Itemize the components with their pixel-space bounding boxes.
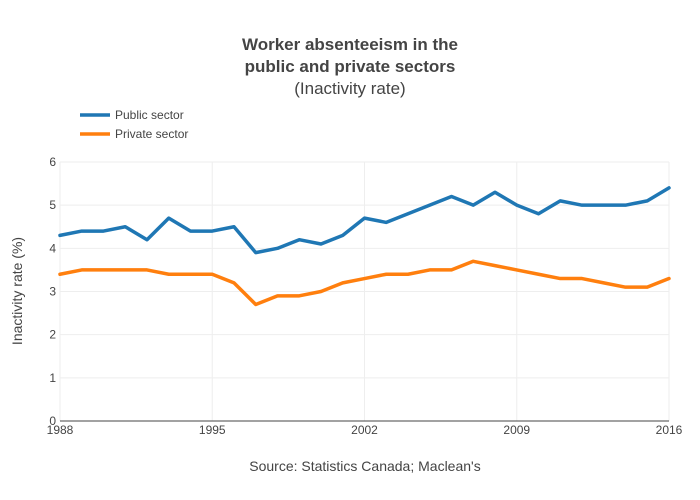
source-note: Source: Statistics Canada; Maclean's	[249, 458, 480, 474]
y-tick-labels: 0 1 2 3 4 5 6	[49, 155, 56, 428]
series-line-public	[58, 186, 671, 255]
x-tick-label: 1995	[199, 423, 226, 437]
y-axis-label: Inactivity rate (%)	[9, 237, 25, 345]
y-tick-label: 3	[49, 285, 56, 299]
x-tick-label: 2002	[351, 423, 378, 437]
chart-title-line-2: public and private sectors	[245, 57, 456, 76]
x-tick-label: 2009	[503, 423, 530, 437]
x-tick-label: 1988	[47, 423, 74, 437]
chart-title-line-1: Worker absenteeism in the	[242, 35, 458, 54]
x-tick-labels: 1988 1995 2002 2009 2016	[47, 423, 683, 437]
y-tick-label: 6	[49, 155, 56, 169]
grid	[59, 161, 670, 421]
legend: Public sector Private sector	[80, 108, 188, 141]
x-tick-label: 2016	[656, 423, 683, 437]
series-lines	[58, 186, 671, 307]
y-tick-label: 4	[49, 241, 56, 255]
y-tick-label: 0	[49, 414, 56, 428]
series-line-private	[58, 259, 671, 307]
y-tick-label: 1	[49, 371, 56, 385]
legend-label: Public sector	[115, 108, 184, 122]
y-tick-label: 5	[49, 198, 56, 212]
legend-label: Private sector	[115, 127, 188, 141]
chart-subtitle: (Inactivity rate)	[294, 79, 405, 98]
y-tick-label: 2	[49, 328, 56, 342]
